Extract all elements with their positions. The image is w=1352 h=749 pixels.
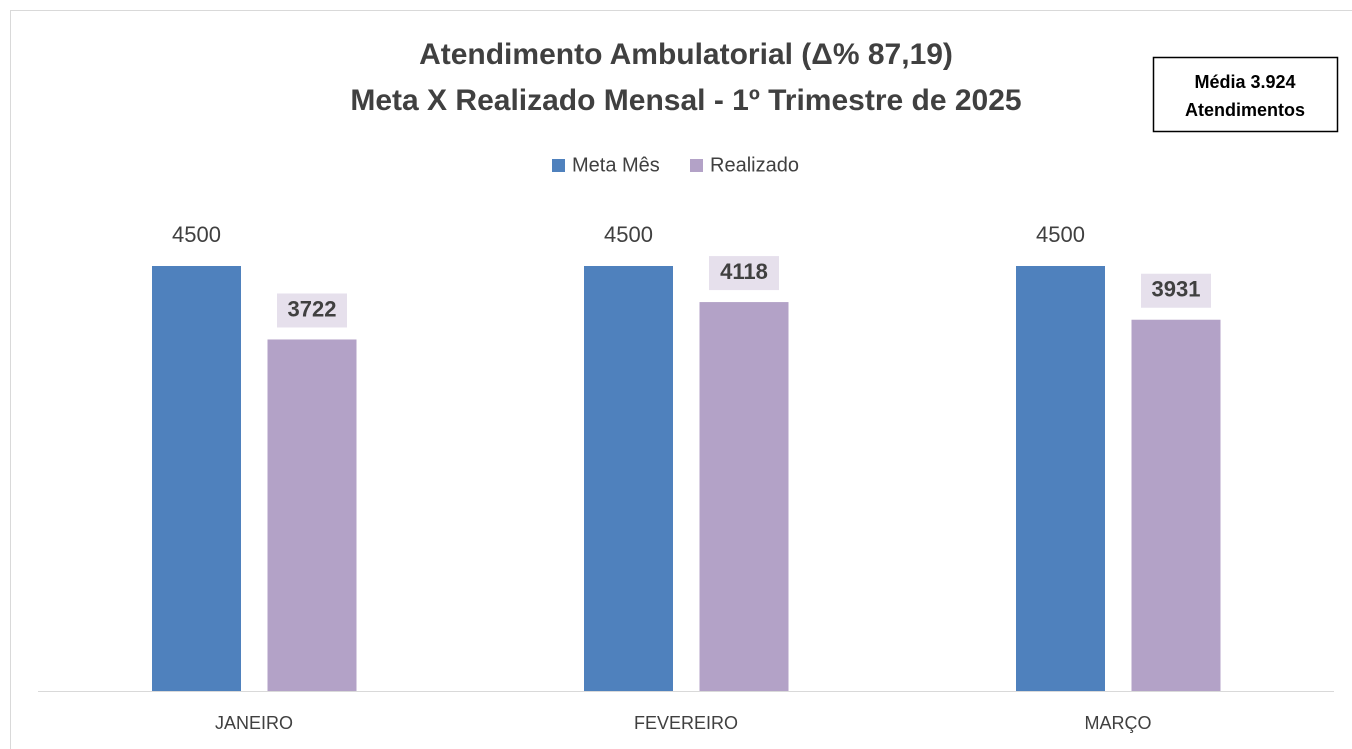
x-tick-label: MARÇO: [1085, 713, 1152, 733]
x-tick-label: JANEIRO: [215, 713, 293, 733]
x-tick-label: FEVEREIRO: [634, 713, 738, 733]
bar: [584, 266, 673, 691]
chart-title: Meta X Realizado Mensal - 1º Trimestre d…: [350, 84, 1021, 117]
legend-swatch: [552, 159, 565, 172]
data-label: 4500: [604, 222, 653, 247]
annotation: Atendimentos: [1185, 100, 1305, 120]
legend-label: Meta Mês: [572, 154, 660, 176]
data-label: 4500: [172, 222, 221, 247]
legend-swatch: [690, 159, 703, 172]
data-label-box: [277, 293, 347, 328]
bar: [152, 266, 241, 691]
data-label: 3931: [1152, 277, 1201, 302]
annotation: Média 3.924: [1194, 72, 1295, 92]
chart-title: Atendimento Ambulatorial (Δ% 87,19): [419, 38, 953, 71]
annotation-box: [1152, 56, 1339, 133]
data-label-box: [1141, 273, 1211, 308]
chart-frame: [10, 10, 1352, 749]
data-label: 3722: [288, 296, 337, 321]
data-label-box: [709, 256, 779, 291]
bar: [699, 302, 789, 691]
bar: [267, 339, 357, 691]
data-label: 4118: [720, 259, 768, 284]
bar: [1131, 319, 1221, 691]
data-label: 4500: [1036, 222, 1085, 247]
legend-label: Realizado: [710, 154, 799, 176]
bar: [1016, 266, 1105, 691]
